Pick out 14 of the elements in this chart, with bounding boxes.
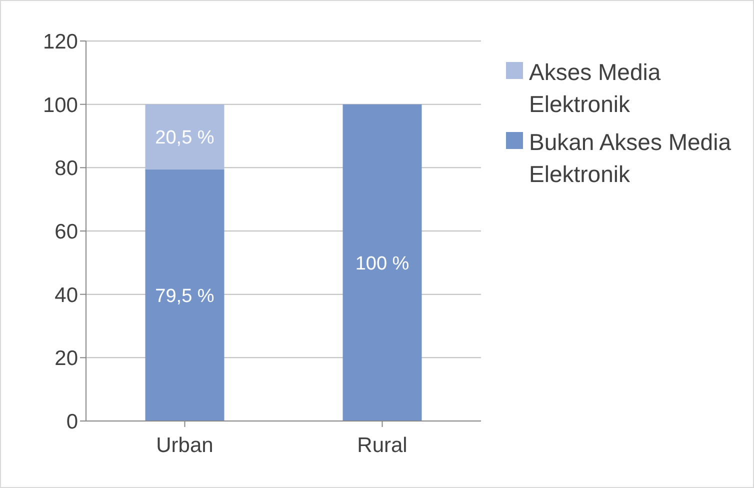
legend-label: Bukan Akses Media Elektronik — [529, 128, 732, 189]
x-tick-label: Urban — [156, 434, 214, 457]
data-label: 100 % — [355, 253, 410, 274]
x-tick-label: Rural — [357, 434, 408, 457]
data-label: 20,5 % — [155, 128, 214, 149]
y-tick-label: 40 — [54, 284, 78, 307]
y-tick-label: 120 — [42, 30, 78, 54]
y-tick-label: 20 — [54, 347, 78, 370]
y-tick-label: 100 — [42, 94, 78, 117]
legend-label: Akses Media Elektronik — [529, 58, 662, 119]
y-tick-label: 0 — [66, 410, 78, 434]
y-tick-label: 60 — [54, 220, 78, 244]
y-tick-label: 80 — [54, 157, 78, 180]
data-label: 79,5 % — [155, 286, 214, 307]
